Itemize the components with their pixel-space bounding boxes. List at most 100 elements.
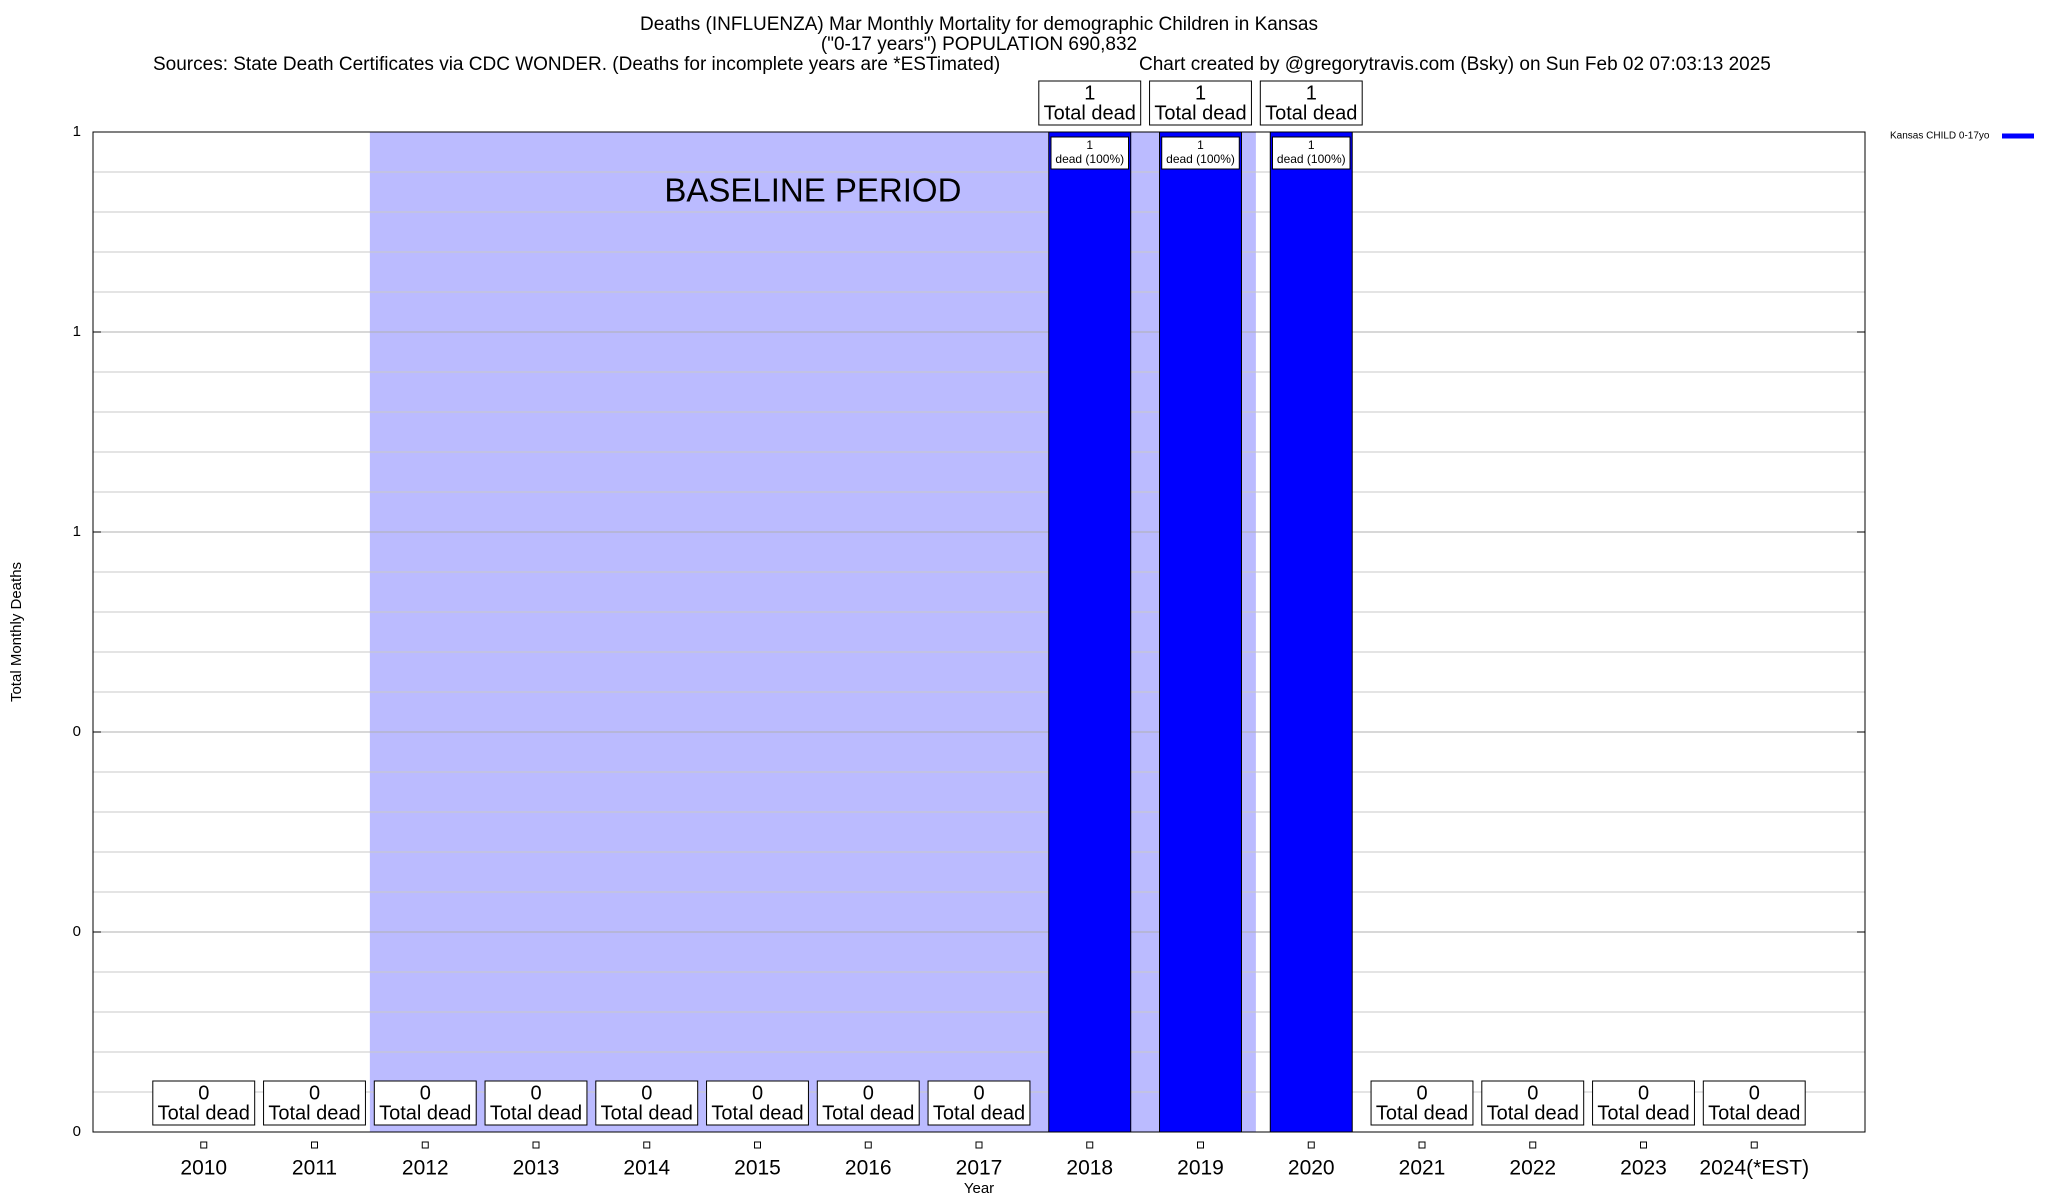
value-label-caption: Total dead — [1265, 102, 1357, 124]
value-label: 0 — [309, 1082, 320, 1104]
value-label-box — [1259, 80, 1363, 126]
x-tick-label: 2024(*EST) — [1699, 1157, 1809, 1180]
value-label-caption: Total dead — [268, 1102, 360, 1124]
value-label-caption: Total dead — [1708, 1102, 1800, 1124]
value-label: 0 — [863, 1082, 874, 1104]
y-tick-label: 1 — [73, 323, 81, 340]
value-label: 1 — [1306, 82, 1317, 104]
x-tick-mark — [1750, 1141, 1758, 1149]
value-label-caption: Total dead — [1487, 1102, 1579, 1124]
value-label-box — [1149, 80, 1252, 126]
value-label-caption: Total dead — [158, 1102, 250, 1124]
chart-subtitle: ("0-17 years") POPULATION 690,832 — [821, 34, 1137, 55]
x-tick-label: 2023 — [1620, 1157, 1667, 1180]
x-tick-mark — [1529, 1141, 1537, 1149]
x-tick-label: 2015 — [734, 1157, 781, 1180]
bar — [1159, 131, 1242, 1133]
bar — [1048, 131, 1132, 1133]
x-tick-mark — [643, 1141, 651, 1149]
x-tick-label: 2013 — [513, 1157, 560, 1180]
inner-value-label: 1 — [1086, 138, 1093, 152]
value-label-caption: Total dead — [601, 1102, 693, 1124]
credit-note: Chart created by @gregorytravis.com (Bsk… — [1139, 54, 1771, 75]
x-tick-label: 2021 — [1399, 1157, 1446, 1180]
y-tick-label: 1 — [73, 523, 81, 540]
value-label: 0 — [1638, 1082, 1649, 1104]
x-tick-mark — [311, 1141, 318, 1149]
value-label-caption: Total dead — [1044, 102, 1136, 124]
x-tick-mark — [532, 1141, 540, 1149]
value-label-box — [706, 1080, 809, 1126]
x-tick-label: 2014 — [623, 1157, 670, 1180]
x-tick-mark — [1086, 1141, 1094, 1149]
value-label-box — [373, 1080, 477, 1126]
x-tick-label: 2012 — [402, 1157, 449, 1180]
x-tick-label: 2016 — [845, 1157, 892, 1180]
value-label-box — [595, 1080, 699, 1126]
value-label-box — [1038, 80, 1142, 126]
value-label-box — [1702, 1080, 1806, 1126]
x-axis-label: Year — [964, 1180, 994, 1197]
value-label-caption: Total dead — [379, 1102, 471, 1124]
bar — [1269, 131, 1353, 1133]
value-label-caption: Total dead — [822, 1102, 914, 1124]
value-label: 0 — [1416, 1082, 1427, 1104]
value-label: 1 — [1084, 82, 1095, 104]
plot-frame — [92, 131, 1866, 1133]
value-label-box — [263, 1080, 366, 1126]
x-tick-mark — [864, 1141, 872, 1149]
value-label: 0 — [198, 1082, 209, 1104]
inner-label: dead (100%) — [1277, 152, 1346, 166]
value-label: 0 — [530, 1082, 541, 1104]
inner-label: dead (100%) — [1166, 152, 1235, 166]
baseline-label: BASELINE PERIOD — [664, 172, 961, 209]
y-tick-label: 0 — [73, 923, 81, 940]
source-note: Sources: State Death Certificates via CD… — [153, 54, 1000, 75]
x-tick-mark — [1640, 1141, 1647, 1149]
value-label-box — [1370, 1080, 1474, 1126]
value-label: 0 — [420, 1082, 431, 1104]
value-label: 0 — [973, 1082, 984, 1104]
x-tick-label: 2010 — [180, 1157, 227, 1180]
y-tick-label: 0 — [73, 723, 81, 740]
inner-value-label: 1 — [1308, 138, 1315, 152]
value-label: 0 — [1527, 1082, 1538, 1104]
x-tick-label: 2020 — [1288, 1157, 1335, 1180]
x-tick-label: 2019 — [1177, 1157, 1224, 1180]
value-label-caption: Total dead — [490, 1102, 582, 1124]
value-label-box — [152, 1080, 256, 1126]
value-label-caption: Total dead — [1154, 102, 1246, 124]
legend-label: Kansas CHILD 0-17yo — [1890, 131, 1990, 142]
x-tick-label: 2017 — [956, 1157, 1003, 1180]
y-tick-label: 0 — [73, 1123, 81, 1140]
y-tick-label: 1 — [73, 123, 81, 140]
x-tick-mark — [421, 1141, 429, 1149]
inner-label: dead (100%) — [1055, 152, 1124, 166]
inner-label-box — [1050, 136, 1130, 170]
x-tick-mark — [200, 1141, 208, 1149]
value-label: 0 — [1749, 1082, 1760, 1104]
inner-label-box — [1271, 136, 1351, 170]
value-label: 0 — [752, 1082, 763, 1104]
inner-value-label: 1 — [1197, 138, 1204, 152]
value-label-box — [816, 1080, 920, 1126]
x-tick-label: 2022 — [1509, 1157, 1556, 1180]
value-label-caption: Total dead — [711, 1102, 803, 1124]
x-tick-mark — [1307, 1141, 1315, 1149]
inner-label-box — [1161, 136, 1240, 170]
value-label-caption: Total dead — [1376, 1102, 1468, 1124]
value-label-caption: Total dead — [1597, 1102, 1689, 1124]
value-label-box — [1592, 1080, 1695, 1126]
value-label: 1 — [1195, 82, 1206, 104]
x-tick-mark — [1418, 1141, 1426, 1149]
value-label-caption: Total dead — [933, 1102, 1025, 1124]
value-label-box — [484, 1080, 588, 1126]
chart-title: Deaths (INFLUENZA) Mar Monthly Mortality… — [640, 14, 1318, 35]
x-tick-mark — [1197, 1141, 1204, 1149]
x-tick-mark — [975, 1141, 983, 1149]
x-tick-label: 2018 — [1066, 1157, 1113, 1180]
x-tick-mark — [754, 1141, 761, 1149]
value-label: 0 — [641, 1082, 652, 1104]
